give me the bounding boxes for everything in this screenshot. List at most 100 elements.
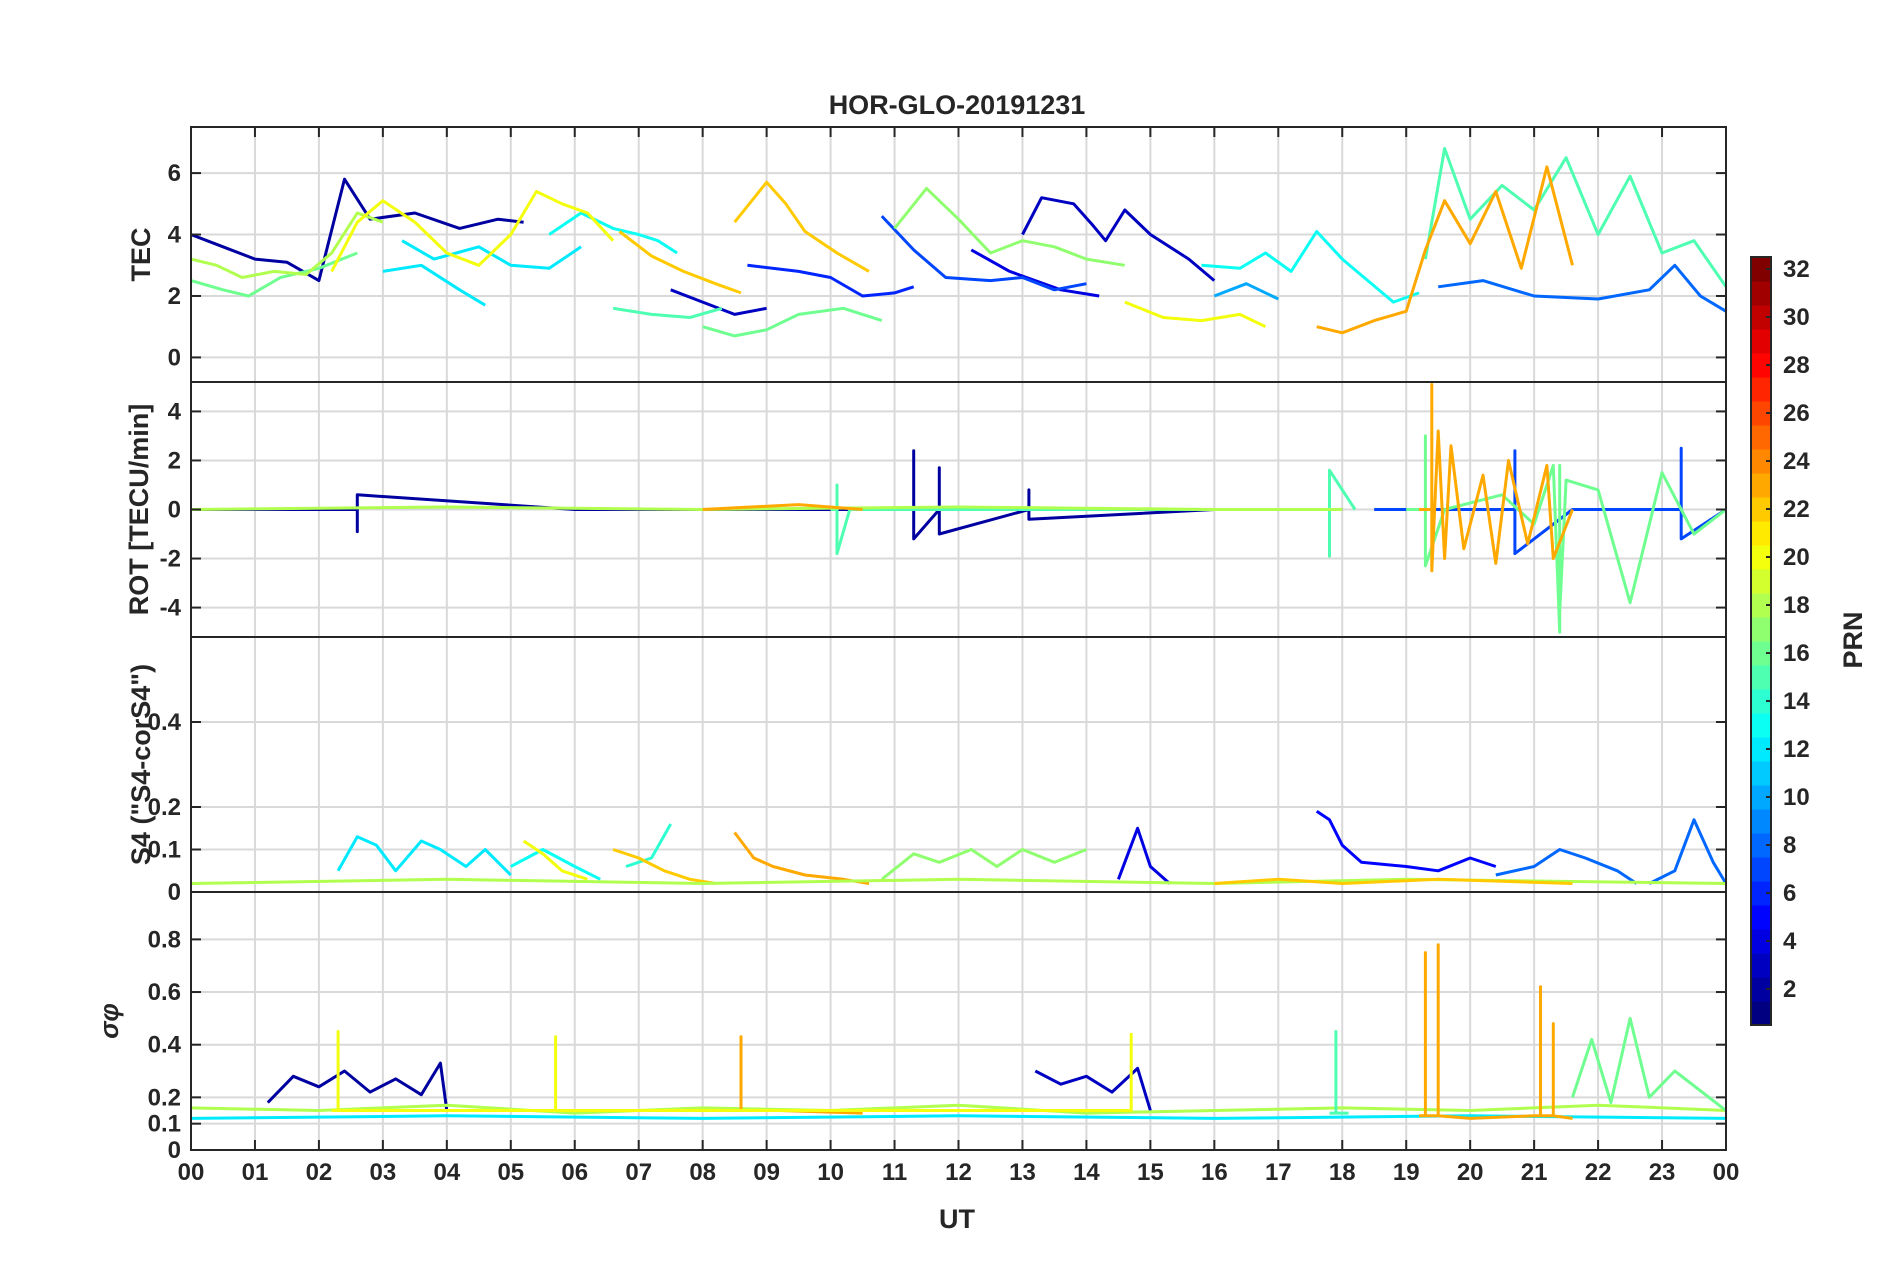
x-tick-label: 03: [370, 1159, 397, 1186]
series-line-prn-20: [1124, 300, 1267, 329]
x-tick-label: 20: [1457, 1159, 1484, 1186]
y-axis-label: S4 ("S4-corS4"): [126, 664, 156, 865]
series-line-prn-3: [1034, 1066, 1152, 1111]
series-line-prn-18: [191, 211, 384, 279]
series-line-prn-2: [191, 177, 524, 283]
colorbar-swatch: [1751, 569, 1771, 594]
x-tick-label: 14: [1073, 1159, 1100, 1186]
y-tick-label: 0.2: [148, 1084, 181, 1111]
series-line-prn-15: [1329, 1030, 1349, 1115]
colorbar-tick-label: 18: [1783, 592, 1810, 619]
colorbar-tick-label: 32: [1783, 256, 1810, 283]
colorbar-swatch: [1751, 473, 1771, 498]
colorbar-swatch: [1751, 689, 1771, 714]
colorbar-swatch: [1751, 593, 1771, 618]
series-line-prn-18: [191, 1103, 1726, 1115]
colorbar-tick-label: 10: [1783, 784, 1810, 811]
colorbar-swatch: [1751, 665, 1771, 690]
panel-tec: 0 2 4 6 TEC: [126, 126, 1727, 383]
series-line-prn-23: [1316, 165, 1574, 335]
x-tick-label: 05: [497, 1159, 524, 1186]
series-line-prn-23: [702, 503, 863, 511]
series-line-prn-12: [382, 263, 486, 307]
x-axis: 00 01 02 03 04 05 06 07 08 09 10 11 12 13 14 15 16 17 18 19…: [178, 127, 1739, 1186]
series-line-prn-13: [510, 848, 601, 881]
colorbar-swatch: [1751, 449, 1771, 474]
series-line-prn-22: [1214, 877, 1573, 885]
colorbar-swatch: [1751, 905, 1771, 930]
series-line-prn-2: [266, 1061, 449, 1111]
series-line-prn-2: [191, 449, 1343, 541]
series-line-prn-12: [336, 835, 512, 877]
y-axis-label: σφ: [94, 1003, 124, 1039]
series-line-prn-3: [1021, 196, 1216, 282]
colorbar-swatch: [1751, 257, 1771, 282]
series-line-prn-13: [1201, 230, 1420, 304]
series-line-prn-4: [970, 248, 1100, 298]
colorbar-swatch: [1751, 881, 1771, 906]
series-line-prn-12: [401, 239, 582, 270]
colorbar-swatch: [1751, 617, 1771, 642]
series-line-prn-15: [612, 306, 723, 319]
y-tick-label: 0.6: [148, 979, 181, 1006]
colorbar-tick-label: 14: [1783, 688, 1810, 715]
x-tick-label: 18: [1329, 1159, 1356, 1186]
y-tick-label: 0.4: [148, 1032, 182, 1059]
x-tick-label: 02: [306, 1159, 333, 1186]
panel-sigma_phi: 00.10.2 0.4 0.6 0.8 σφ: [94, 891, 1727, 1164]
y-tick-label: 0.8: [148, 926, 181, 953]
colorbar-swatch: [1751, 497, 1771, 522]
colorbar-tick-label: 24: [1783, 448, 1810, 475]
series-line-prn-16: [1571, 1016, 1726, 1112]
colorbar-tick-label: 26: [1783, 400, 1810, 427]
y-tick-label: 0: [168, 344, 181, 371]
series-line-prn-22: [618, 230, 742, 295]
series-line-prn-15: [1423, 147, 1726, 288]
series-line-prn-16: [1406, 434, 1726, 634]
x-tick-label: 12: [945, 1159, 972, 1186]
colorbar-swatch: [1751, 737, 1771, 762]
y-tick-label: -4: [160, 595, 182, 622]
series-line-prn-20: [330, 190, 615, 273]
colorbar-tick-label: 8: [1783, 832, 1796, 859]
colorbar-swatch: [1751, 785, 1771, 810]
colorbar-swatch: [1751, 281, 1771, 306]
x-tick-label: 00: [178, 1159, 205, 1186]
colorbar-tick-label: 2: [1783, 976, 1796, 1003]
x-tick-label: 17: [1265, 1159, 1292, 1186]
series-line-prn-23: [1419, 943, 1573, 1120]
colorbar-label: PRN: [1838, 611, 1868, 668]
y-tick-label: 2: [168, 283, 181, 310]
x-tick-label: 04: [433, 1159, 460, 1186]
colorbar-tick-label: 28: [1783, 352, 1810, 379]
y-tick-label: 4: [168, 398, 182, 425]
y-axis-label: ROT [TECU/min]: [124, 404, 154, 615]
colorbar-swatch: [1751, 809, 1771, 834]
series-group: [191, 383, 1726, 634]
series-line-prn-4: [1116, 826, 1171, 885]
colorbar-swatch: [1751, 353, 1771, 378]
series-line-prn-6: [747, 263, 915, 298]
y-tick-label: 0.1: [148, 1111, 181, 1138]
y-tick-label: -2: [160, 546, 181, 573]
series-line-prn-20: [331, 1030, 1133, 1112]
panel-s4: 0 0.1 0.2 0.4S4 ("S4-corS4"): [126, 636, 1727, 906]
y-tick-label: 2: [168, 447, 181, 474]
chart-title: HOR-GLO-20191231: [829, 90, 1086, 120]
series-line-prn-14: [625, 823, 673, 868]
x-tick-label: 16: [1201, 1159, 1228, 1186]
colorbar-swatch: [1751, 641, 1771, 666]
colorbar-tick-label: 30: [1783, 304, 1810, 331]
y-axis-label: TEC: [126, 228, 156, 282]
colorbar-swatch: [1751, 833, 1771, 858]
series-line-prn-7: [880, 215, 1087, 292]
colorbar-swatch: [1751, 329, 1771, 354]
series-group: [191, 810, 1726, 885]
colorbar-swatch: [1751, 977, 1771, 1002]
colorbar-swatch: [1751, 425, 1771, 450]
series-line-prn-22: [612, 848, 716, 885]
series-line-prn-22: [733, 180, 870, 273]
y-tick-label: 0: [168, 497, 181, 524]
colorbar-tick-label: 20: [1783, 544, 1810, 571]
y-tick-label: 0: [168, 879, 181, 906]
